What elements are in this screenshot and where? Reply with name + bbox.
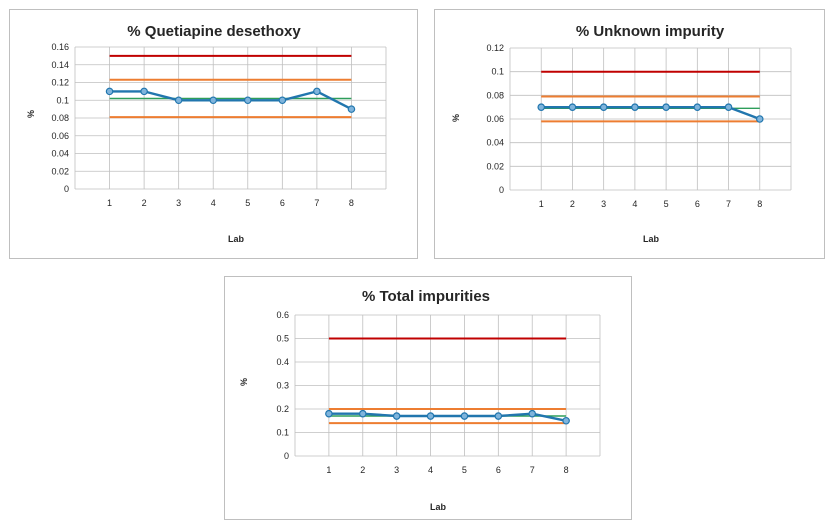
data-point: [105, 87, 114, 96]
x-tick-label: 1: [539, 199, 544, 209]
y-axis-label: %: [451, 114, 461, 122]
x-tick-label: 8: [757, 199, 762, 209]
data-point: [325, 409, 333, 418]
data-point: [755, 115, 764, 123]
y-tick-label: 0.04: [51, 149, 69, 159]
chart-title: % Quetiapine desethoxy: [127, 23, 301, 40]
chart-panel-total-impurities: % Total impurities Lab % 0 0.1 0.2 0.3 0.4 0.…: [224, 276, 632, 520]
y-axis-label: %: [26, 110, 36, 118]
data-point: [313, 87, 321, 96]
data-point: [662, 103, 670, 111]
y-tick-label: 0: [284, 451, 289, 461]
y-tick-label: 0.6: [276, 310, 289, 320]
data-point: [528, 409, 537, 418]
x-tick-label: 8: [564, 465, 569, 475]
data-point: [537, 103, 546, 111]
data-point: [174, 96, 183, 105]
data-point: [693, 103, 702, 111]
data-point: [631, 103, 639, 111]
y-tick-label: 0.08: [51, 113, 69, 123]
data-point: [243, 96, 252, 105]
x-tick-label: 5: [664, 199, 669, 209]
x-tick-label: 4: [632, 199, 637, 209]
x-tick-label: 3: [176, 198, 181, 208]
x-tick-label: 7: [726, 199, 731, 209]
series-line-results: [541, 105, 761, 121]
y-tick-label: 0.14: [51, 60, 69, 70]
data-point: [599, 103, 608, 111]
x-tick-label: 4: [428, 465, 433, 475]
data-point: [568, 103, 577, 111]
y-tick-label: 0.06: [486, 114, 504, 124]
y-tick-label: 0.2: [276, 404, 289, 414]
data-point: [347, 105, 356, 113]
data-point: [426, 412, 435, 420]
series-line-results: [109, 90, 352, 111]
data-point: [140, 87, 148, 96]
chart-title: % Total impurities: [362, 288, 490, 305]
y-tick-label: 0.08: [486, 90, 504, 100]
chart-svg: % Unknown impurity Lab % 0 0.02 0.04 0.06 0.…: [451, 23, 792, 244]
x-tick-label: 7: [314, 198, 319, 208]
data-point: [209, 96, 218, 105]
chart-title: % Unknown impurity: [576, 23, 725, 40]
x-tick-label: 2: [142, 198, 147, 208]
x-tick-label: 1: [326, 465, 331, 475]
x-tick-label: 8: [349, 198, 354, 208]
chart-svg: % Quetiapine desethoxy Lab % 0 0.02 0.04 0.…: [26, 23, 387, 244]
y-tick-label: 0.1: [56, 95, 69, 105]
data-point: [358, 409, 367, 418]
x-axis-label: Lab: [430, 502, 447, 512]
x-tick-label: 5: [245, 198, 250, 208]
data-point: [494, 412, 503, 420]
x-tick-label: 6: [280, 198, 285, 208]
x-axis-label: Lab: [643, 234, 660, 244]
y-tick-label: 0.04: [486, 138, 504, 148]
y-tick-label: 0.3: [276, 381, 289, 391]
y-tick-label: 0.1: [491, 67, 504, 77]
y-tick-label: 0.02: [51, 166, 69, 176]
x-tick-label: 6: [496, 465, 501, 475]
y-tick-label: 0.02: [486, 161, 504, 171]
data-point: [724, 103, 733, 111]
y-tick-label: 0.06: [51, 131, 69, 141]
x-tick-label: 6: [695, 199, 700, 209]
x-tick-label: 3: [394, 465, 399, 475]
y-tick-label: 0.5: [276, 334, 289, 344]
x-tick-label: 1: [107, 198, 112, 208]
x-tick-label: 4: [211, 198, 216, 208]
y-tick-label: 0.16: [51, 42, 69, 52]
x-tick-label: 7: [530, 465, 535, 475]
chart-panel-unknown-impurity: % Unknown impurity Lab % 0 0.02 0.04 0.06 0.…: [434, 9, 825, 259]
y-axis-label: %: [239, 378, 249, 386]
x-tick-label: 3: [601, 199, 606, 209]
y-tick-label: 0.12: [486, 43, 504, 53]
x-tick-label: 5: [462, 465, 467, 475]
chart-svg: % Total impurities Lab % 0 0.1 0.2 0.3 0.4 0.…: [239, 288, 601, 512]
x-tick-label: 2: [360, 465, 365, 475]
data-point: [460, 412, 469, 420]
y-tick-label: 0: [64, 184, 69, 194]
y-tick-label: 0: [499, 185, 504, 195]
chart-panel-quetiapine-desethoxy: % Quetiapine desethoxy Lab % 0 0.02 0.04 0.…: [9, 9, 418, 259]
data-point: [392, 412, 401, 420]
y-tick-label: 0.12: [51, 78, 69, 88]
y-tick-label: 0.4: [276, 357, 289, 367]
data-point: [278, 96, 287, 105]
data-point: [562, 416, 570, 425]
x-axis-label: Lab: [228, 234, 245, 244]
y-tick-label: 0.1: [276, 428, 289, 438]
series-line-results: [328, 412, 567, 422]
x-tick-label: 2: [570, 199, 575, 209]
